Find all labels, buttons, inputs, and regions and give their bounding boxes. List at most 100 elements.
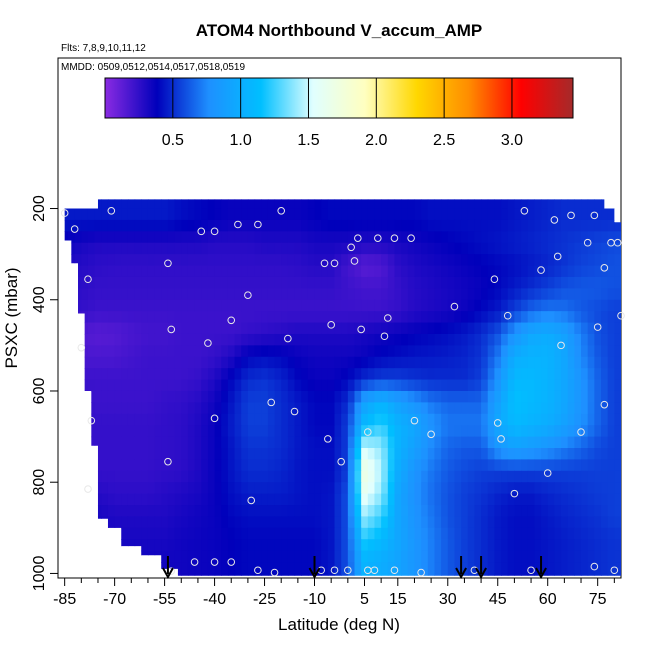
heatmap-cell [607, 390, 615, 403]
heatmap-cell [547, 436, 555, 449]
heatmap-cell [274, 505, 282, 518]
heatmap-cell [154, 482, 162, 495]
heatmap-cell [394, 470, 402, 483]
heatmap-cell [227, 413, 236, 426]
heatmap-cell [521, 448, 529, 461]
heatmap-cell [187, 573, 196, 576]
heatmap-cell [527, 311, 535, 324]
heatmap-cell [94, 493, 102, 506]
heatmap-cell [154, 470, 162, 483]
heatmap-cell [147, 231, 156, 244]
heatmap-cell [394, 265, 402, 278]
heatmap-cell [174, 562, 182, 575]
heatmap-cell [161, 254, 169, 267]
heatmap-cell [534, 562, 542, 575]
heatmap-cell [141, 345, 149, 358]
heatmap-cell [561, 333, 569, 346]
heatmap-cell [547, 208, 555, 221]
heatmap-cell [221, 573, 229, 576]
heatmap-cell [354, 550, 362, 563]
heatmap-cell [561, 482, 569, 495]
heatmap-cell [254, 436, 262, 449]
heatmap-cell [454, 539, 462, 552]
heatmap-cell [401, 254, 409, 267]
heatmap-cell [321, 482, 329, 495]
heatmap-cell [287, 265, 296, 278]
heatmap-cell [334, 219, 342, 232]
heatmap-cell [527, 254, 535, 267]
heatmap-cell [441, 425, 449, 438]
heatmap-cell [147, 345, 156, 358]
heatmap-cell [334, 288, 342, 301]
heatmap-cell [161, 470, 169, 483]
heatmap-cell [407, 550, 416, 563]
heatmap-cell [494, 299, 502, 312]
heatmap-cell [561, 368, 569, 381]
heatmap-cell [601, 425, 609, 438]
heatmap-cell [81, 368, 89, 381]
heatmap-cell [301, 459, 309, 472]
heatmap-cell [541, 459, 549, 472]
heatmap-cell [501, 333, 509, 346]
heatmap-cell [347, 493, 356, 506]
heatmap-cell [81, 242, 89, 255]
heatmap-cell [441, 436, 449, 449]
heatmap-cell [141, 459, 149, 472]
heatmap-cell [247, 505, 256, 518]
heatmap-cell [381, 425, 389, 438]
heatmap-cell [601, 448, 609, 461]
heatmap-cell [621, 299, 622, 312]
heatmap-cell [234, 505, 242, 518]
heatmap-cell [307, 562, 316, 575]
heatmap-cell [467, 390, 476, 403]
heatmap-cell [354, 265, 362, 278]
heatmap-cell [134, 470, 142, 483]
heatmap-cell [534, 425, 542, 438]
heatmap-cell [547, 368, 555, 381]
heatmap-cell [294, 527, 302, 540]
heatmap-cell [487, 199, 496, 210]
heatmap-cell [347, 425, 356, 438]
heatmap-cell [374, 573, 382, 576]
heatmap-cell [521, 425, 529, 438]
heatmap-cell [367, 254, 376, 267]
heatmap-cell [341, 550, 349, 563]
heatmap-cell [141, 333, 149, 346]
heatmap-cell [234, 379, 242, 392]
heatmap-cell [134, 390, 142, 403]
heatmap-cell [281, 322, 289, 335]
heatmap-cell [554, 436, 562, 449]
heatmap-cell [607, 368, 615, 381]
heatmap-cell [181, 425, 189, 438]
heatmap-cell [461, 459, 469, 472]
heatmap-cell [614, 470, 622, 483]
heatmap-cell [467, 219, 476, 232]
heatmap-cell [354, 288, 362, 301]
heatmap-cell [527, 199, 535, 210]
heatmap-cell [541, 322, 549, 335]
heatmap-cell [421, 288, 429, 301]
heatmap-cell [354, 516, 362, 529]
heatmap-cell [554, 368, 562, 381]
heatmap-cell [601, 322, 609, 335]
heatmap-cell [421, 254, 429, 267]
heatmap-cell [421, 219, 429, 232]
heatmap-cell [247, 356, 256, 369]
heatmap-cell [394, 493, 402, 506]
heatmap-cell [221, 265, 229, 278]
heatmap-cell [427, 242, 436, 255]
heatmap-cell [187, 333, 196, 346]
heatmap-cell [594, 539, 602, 552]
heatmap-cell [114, 379, 122, 392]
heatmap-cell [107, 470, 116, 483]
heatmap-cell [501, 527, 509, 540]
heatmap-cell [94, 199, 102, 210]
heatmap-cell [374, 208, 382, 221]
heatmap-cell [327, 448, 336, 461]
heatmap-cell [547, 539, 555, 552]
heatmap-cell [554, 516, 562, 529]
heatmap-cell [207, 516, 216, 529]
heatmap-cell [447, 231, 456, 244]
heatmap-cell [621, 199, 622, 210]
heatmap-cell [214, 390, 222, 403]
